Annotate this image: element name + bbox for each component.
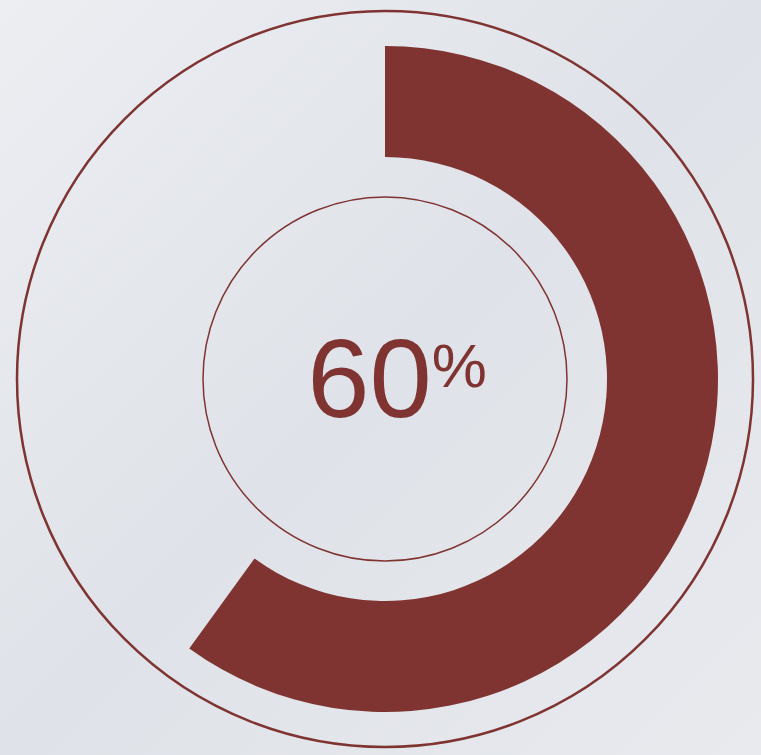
donut-group: 60% — [17, 11, 753, 747]
arcs — [189, 46, 718, 712]
value-number: 60 — [307, 316, 432, 441]
background — [0, 0, 761, 755]
chart-svg: 60% — [0, 0, 761, 755]
inner-ring — [203, 197, 567, 561]
chart-container: 60% — [0, 0, 761, 755]
progress-arc — [189, 46, 718, 712]
value-unit: % — [432, 331, 487, 400]
outer-ring — [17, 11, 753, 747]
value-label: 60% — [307, 316, 487, 441]
